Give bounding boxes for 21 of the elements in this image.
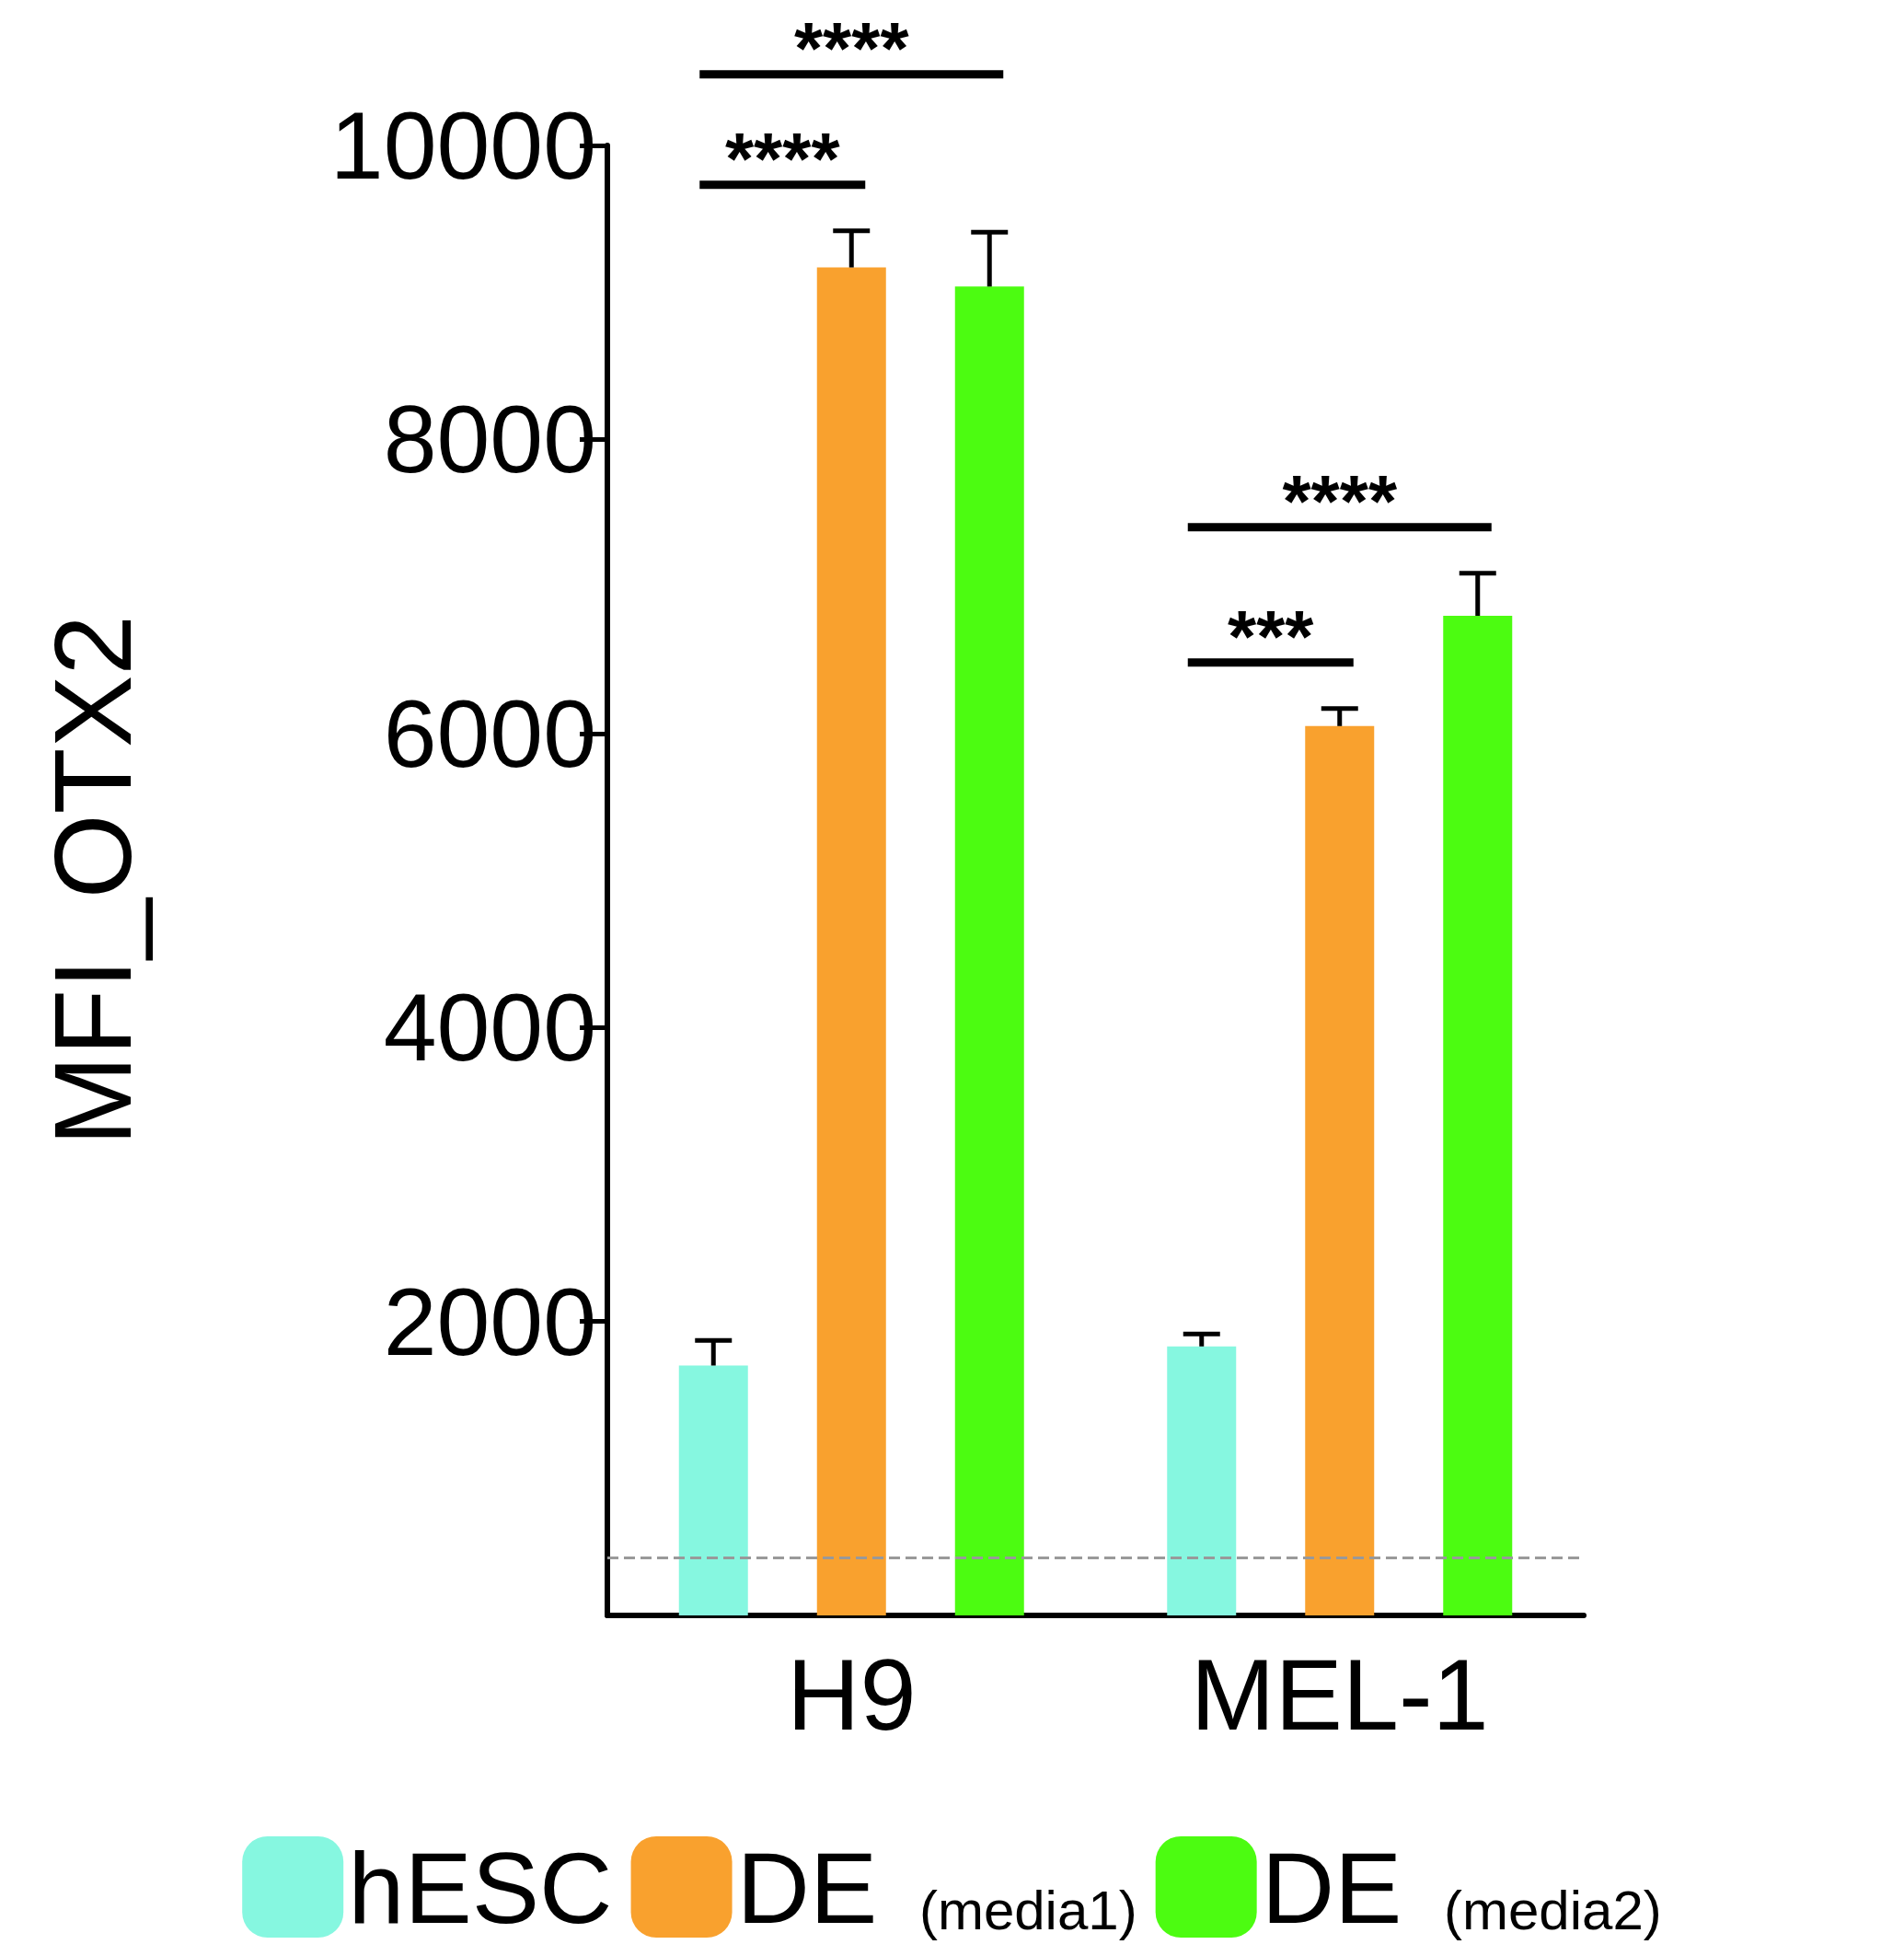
legend-label: DE (media2)	[1261, 1830, 1662, 1944]
y-tick-label: 4000	[383, 974, 596, 1082]
y-tick-label: 6000	[383, 679, 596, 787]
bar	[816, 267, 886, 1615]
annotation: ****	[1282, 460, 1398, 543]
bar	[954, 286, 1024, 1615]
text: ****	[793, 7, 910, 90]
y-axis-title: MFI_OTX2	[32, 615, 154, 1146]
bar	[1167, 1346, 1237, 1615]
bar	[678, 1365, 748, 1615]
x-tick-label: MEL-1	[1190, 1637, 1489, 1751]
annotation: ***	[1228, 596, 1315, 678]
bar	[1443, 616, 1513, 1615]
annotation: ****	[724, 118, 841, 201]
y-tick-label: 10000	[329, 92, 596, 199]
legend-label: hESC	[348, 1830, 613, 1944]
legend-label: DE (media1)	[736, 1830, 1137, 1944]
y-tick-label: 2000	[383, 1267, 596, 1375]
bar	[1305, 725, 1375, 1615]
x-tick-label: H9	[786, 1637, 917, 1751]
y-tick-label: 8000	[383, 386, 596, 493]
